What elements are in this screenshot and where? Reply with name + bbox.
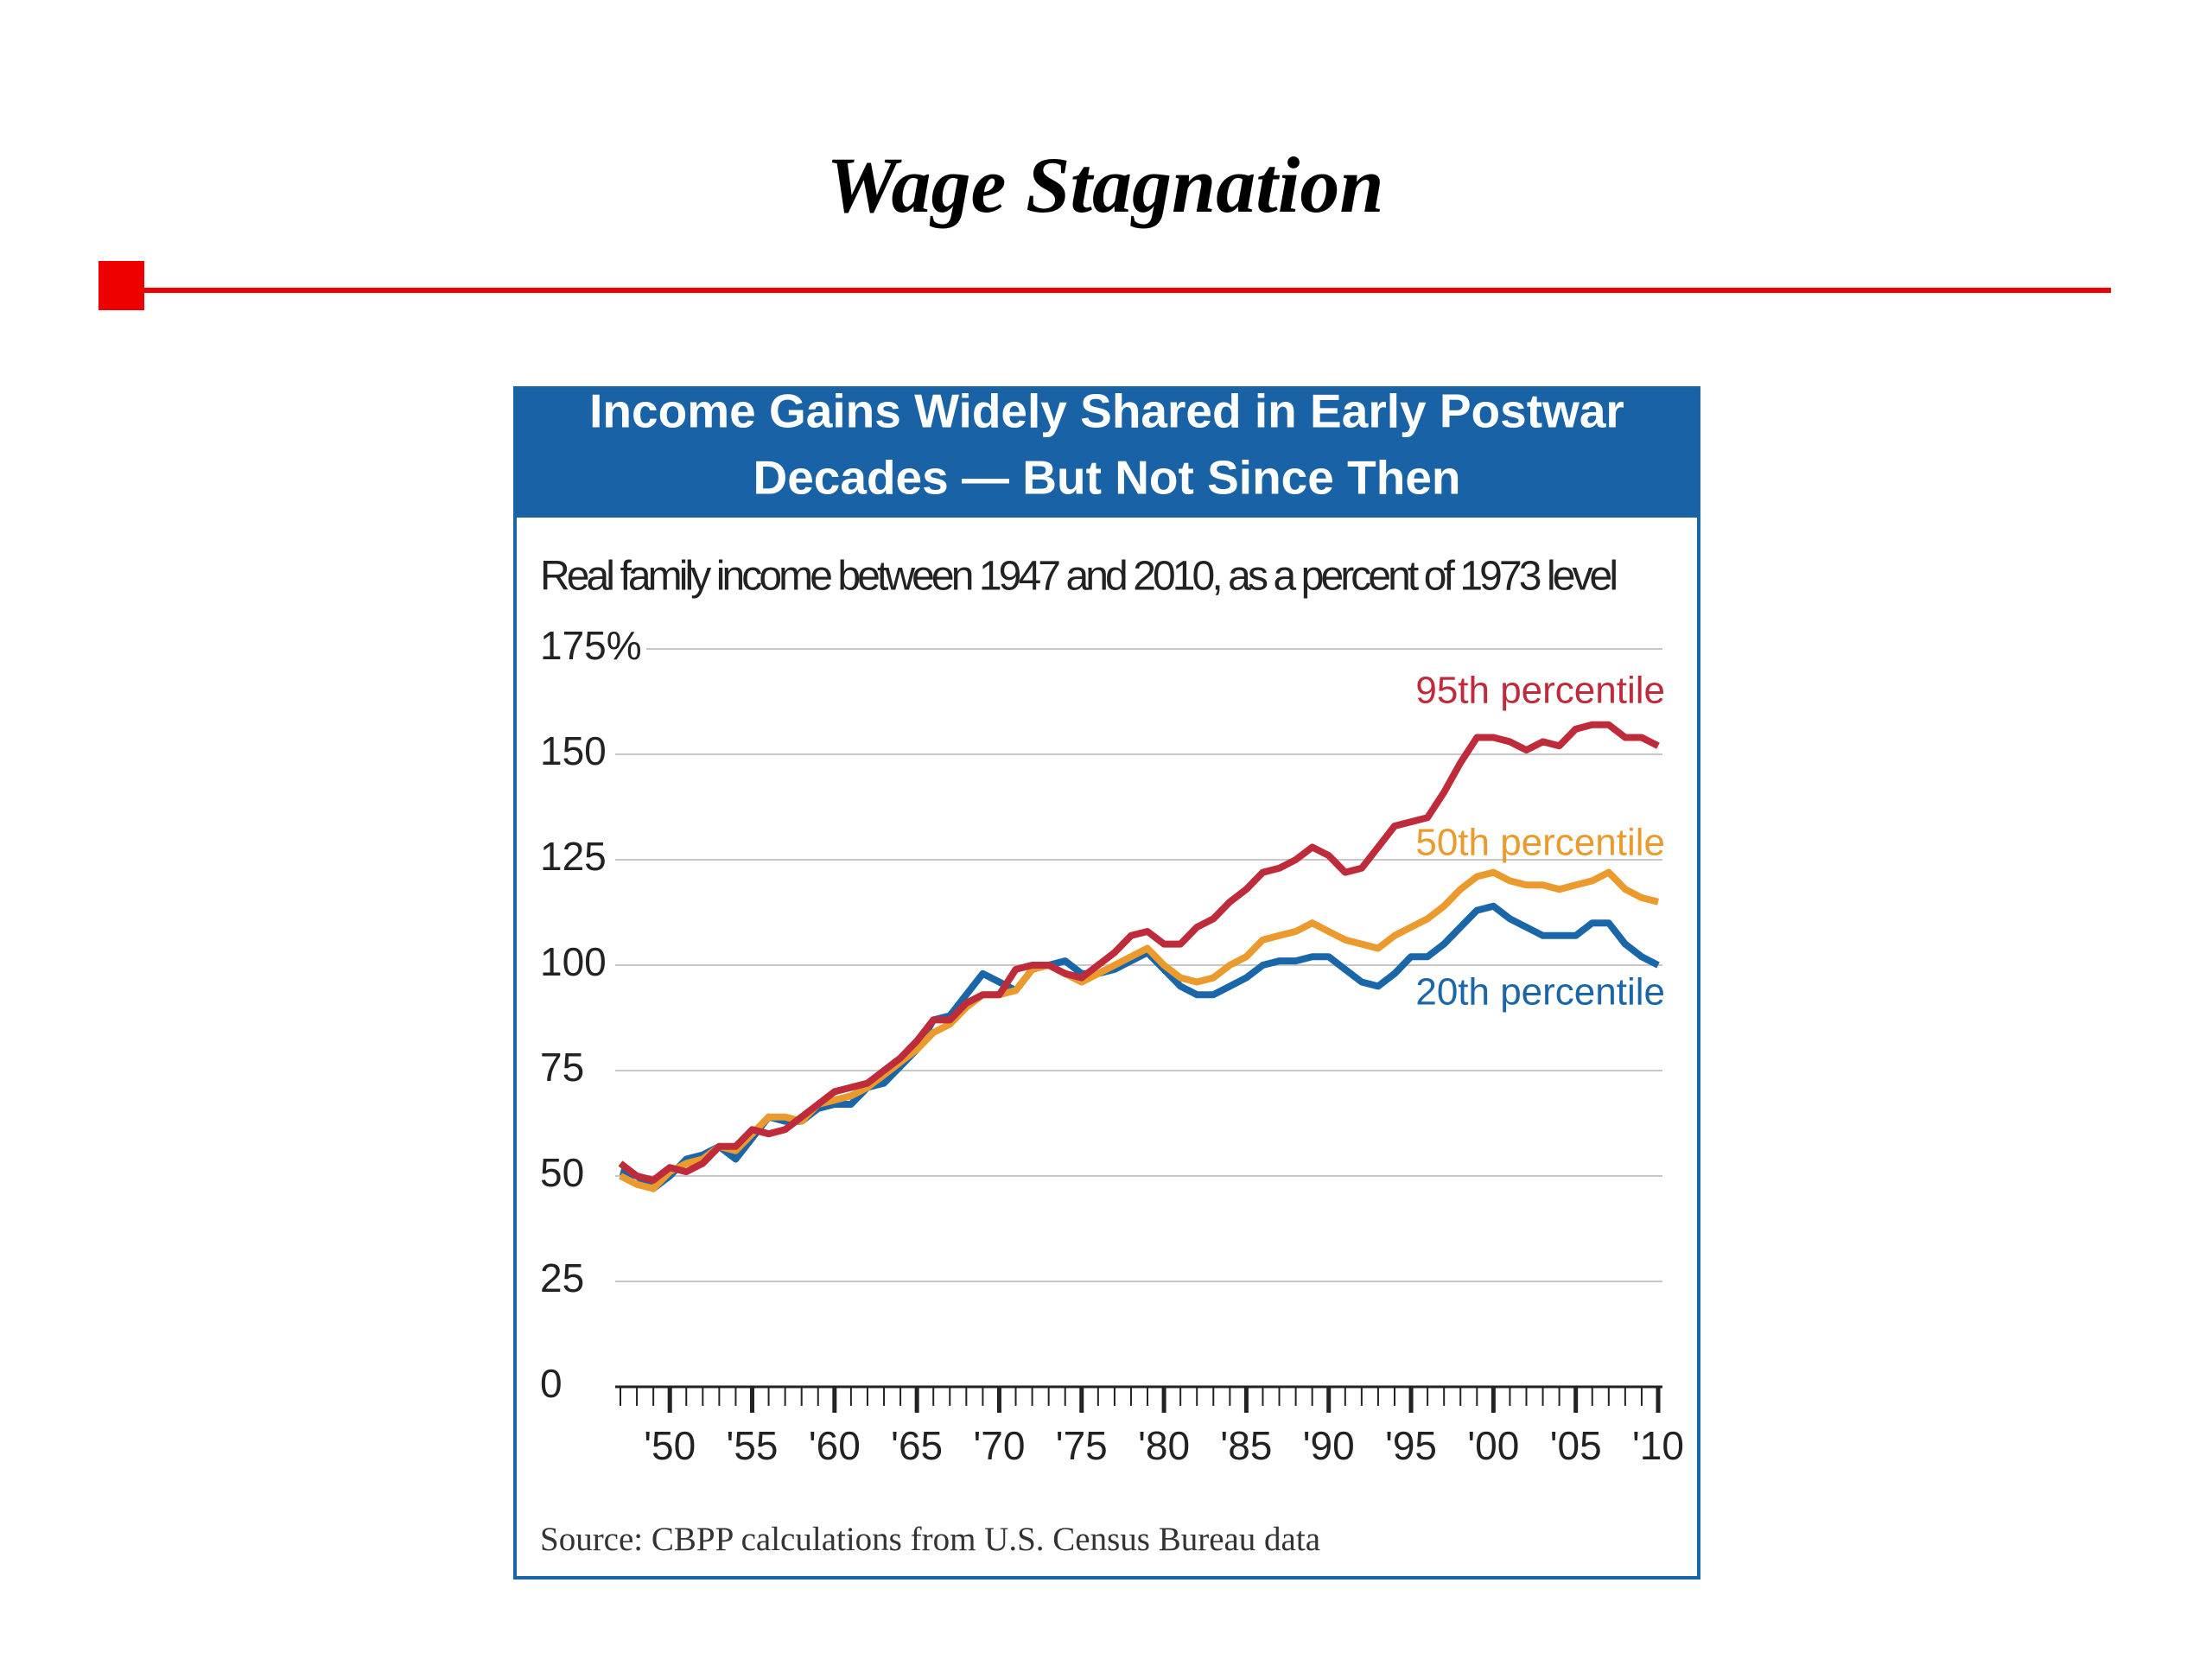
x-tick-label: '60: [809, 1423, 861, 1468]
chart-frame: [513, 386, 1700, 1580]
series-label: 20th percentile: [1415, 971, 1665, 1014]
accent-square: [99, 261, 144, 310]
y-tick-label: 75: [540, 1045, 584, 1090]
chart-title: Income Gains Widely Shared in Early Post…: [589, 385, 1624, 438]
series-label: 50th percentile: [1415, 822, 1665, 864]
y-tick-label: 0: [540, 1361, 563, 1406]
y-tick-label: 100: [540, 939, 607, 984]
x-tick-label: '80: [1138, 1423, 1190, 1468]
series-line: [618, 721, 1660, 1184]
chart-title: Decades — But Not Since Then: [753, 451, 1460, 505]
y-tick-label: 150: [540, 728, 607, 773]
page-title: Wage Stagnation: [827, 141, 1384, 229]
y-tick-label: 25: [540, 1255, 584, 1300]
x-tick-label: '55: [727, 1423, 779, 1468]
chart-subtitle: Real family income between 1947 and 2010…: [540, 554, 1618, 600]
chart-source: Source: CBPP calculations from U.S. Cens…: [540, 1521, 1320, 1558]
series-label: 95th percentile: [1415, 670, 1665, 712]
y-tick-label: 175%: [540, 623, 642, 668]
x-tick-label: '10: [1632, 1423, 1684, 1468]
x-tick-label: '65: [891, 1423, 943, 1468]
x-tick-label: '70: [973, 1423, 1025, 1468]
chart-header: [515, 388, 1699, 518]
x-tick-label: '50: [644, 1423, 696, 1468]
x-tick-label: '95: [1385, 1423, 1437, 1468]
y-tick-label: 125: [540, 834, 607, 879]
x-tick-label: '85: [1220, 1423, 1272, 1468]
y-tick-label: 50: [540, 1150, 584, 1195]
x-tick-label: '90: [1303, 1423, 1355, 1468]
x-tick-label: '00: [1467, 1423, 1519, 1468]
x-tick-label: '75: [1056, 1423, 1108, 1468]
x-tick-label: '05: [1550, 1423, 1602, 1468]
